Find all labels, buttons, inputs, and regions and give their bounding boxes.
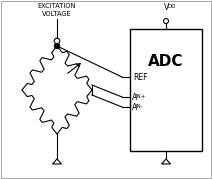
Text: EXCITATION
VOLTAGE: EXCITATION VOLTAGE — [38, 3, 76, 16]
Text: DD: DD — [167, 4, 176, 9]
Circle shape — [54, 43, 60, 49]
Text: IN+: IN+ — [136, 95, 146, 100]
Text: A: A — [132, 103, 137, 112]
Text: V: V — [164, 3, 169, 12]
Text: IN-: IN- — [136, 105, 144, 110]
Bar — [130, 29, 202, 151]
Text: REF: REF — [133, 72, 148, 81]
Text: ADC: ADC — [148, 54, 184, 69]
Text: A: A — [132, 93, 137, 101]
